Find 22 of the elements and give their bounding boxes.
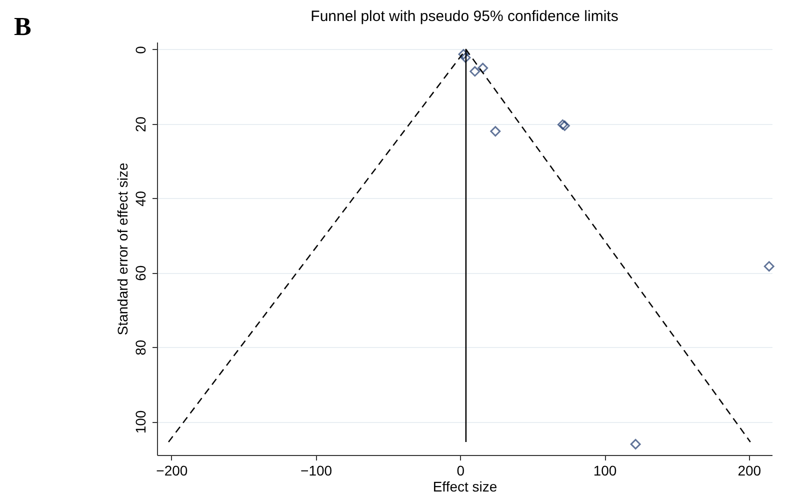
point xyxy=(458,49,469,60)
y-tick-label: 40 xyxy=(132,190,148,207)
y-tick-label: 0 xyxy=(132,46,148,54)
chart-title: Funnel plot with pseudo 95% confidence limits xyxy=(310,8,618,25)
x-tick-label: 100 xyxy=(593,462,617,478)
point xyxy=(764,261,774,272)
y-tick-label: 100 xyxy=(132,410,148,434)
point xyxy=(630,438,641,450)
point xyxy=(470,66,480,77)
x-tick-label: −100 xyxy=(300,462,332,478)
y-tick-label: 20 xyxy=(132,116,148,132)
x-tick-label: 0 xyxy=(456,462,465,478)
text: B xyxy=(14,12,32,42)
x-axis-title: Effect size xyxy=(432,478,498,494)
x-tick-label: 200 xyxy=(738,462,762,478)
y-tick-label: 80 xyxy=(132,340,148,356)
x-tick-label: −200 xyxy=(156,462,188,478)
y-tick-label: 60 xyxy=(132,265,148,281)
point xyxy=(490,126,501,137)
point xyxy=(460,52,471,63)
y-axis-title: Standard error of effect size xyxy=(114,162,130,336)
point xyxy=(478,62,488,74)
